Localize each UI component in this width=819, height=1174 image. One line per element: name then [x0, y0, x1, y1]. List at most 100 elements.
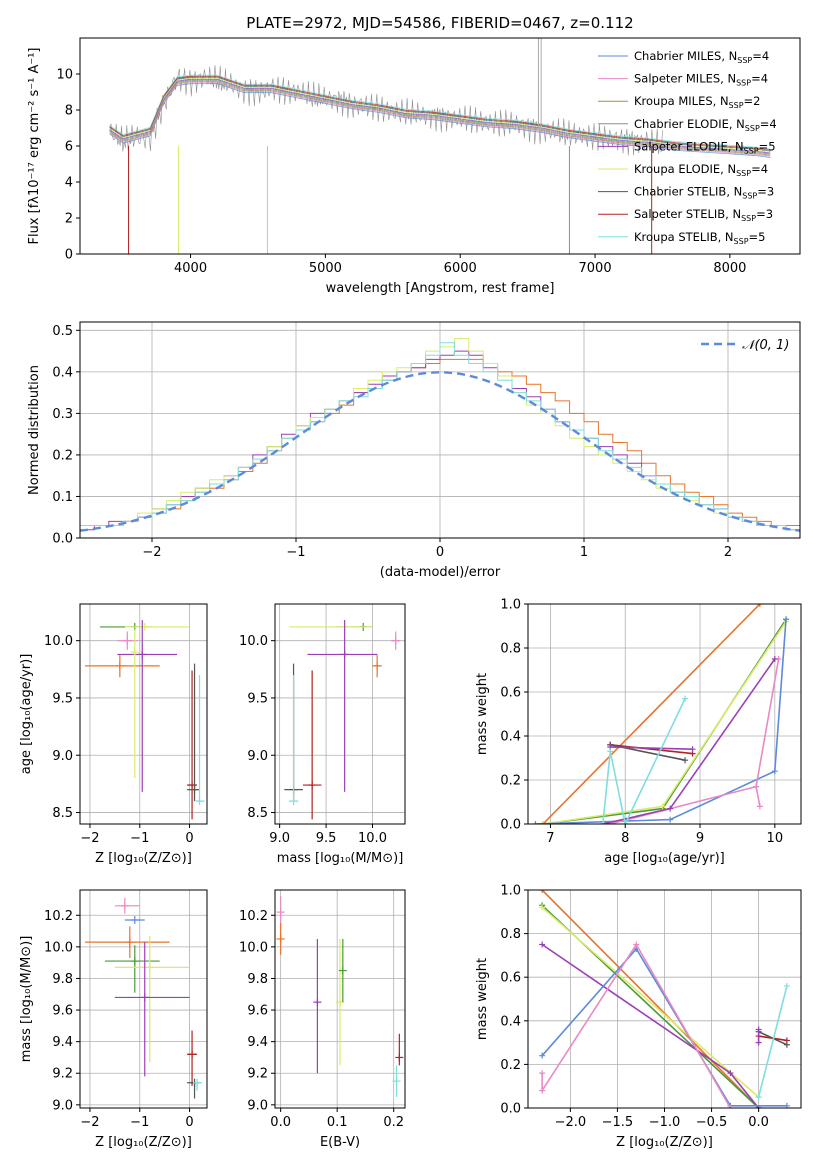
legend-entry: Kroupa MILES, NSSP=2: [634, 94, 760, 110]
weight-marker: [539, 890, 546, 893]
legend-sub: SSP: [737, 56, 752, 65]
y-tick-label: 10.2: [239, 909, 268, 924]
data-point: [114, 942, 190, 1077]
y-tick-label: 10: [56, 68, 73, 83]
legend-entry: 𝒩(0, 1): [742, 338, 789, 353]
data-point: [391, 631, 401, 650]
legend-label: Salpeter ELODIE, N: [634, 139, 744, 153]
x-tick-label: 0.0: [270, 1115, 291, 1130]
y-tick-label: 9.2: [247, 1067, 268, 1082]
weight-line: [755, 786, 761, 807]
spectrum-model: [109, 75, 771, 151]
spectrum-model: [109, 80, 771, 155]
y-axis-label: mass [log₁₀(M/M⊙)]: [19, 936, 34, 1063]
x-axis-label: Z [log₁₀(Z/Z⊙)]: [95, 1135, 192, 1150]
data-point: [104, 945, 160, 993]
plot-area: [109, 38, 771, 254]
histogram-h4: [80, 342, 800, 531]
axes-frame: [79, 889, 208, 1109]
weight-marker: [539, 1052, 546, 1059]
spectrum-model: [109, 74, 771, 150]
legend-label: Salpeter STELIB, N: [634, 207, 741, 221]
y-tick-label: 9.8: [247, 972, 268, 987]
weight-line: [542, 621, 787, 824]
chart-mass-vs-EBV: 0.0 0.1 0.2 9.0 9.2 9.4 9.6 9.8 10.0 10.2 E(B-V): [239, 889, 406, 1150]
plot-area: [532, 604, 790, 824]
x-axis-label: mass [log₁₀(M/M⊙)]: [277, 851, 404, 866]
y-tick-label: 0.0: [500, 1102, 521, 1117]
y-tick-label: 0.6: [500, 971, 521, 986]
y-tick-label: 9.8: [52, 972, 73, 987]
y-axis-label: Normed distribution: [27, 365, 42, 495]
figure-title: PLATE=2972, MJD=54586, FIBERID=0467, z=0…: [246, 14, 633, 32]
weight-marker: [756, 604, 763, 607]
data-point: [276, 896, 285, 928]
y-tick-label: 0.1: [52, 490, 73, 505]
y-tick-label: 0.6: [500, 686, 521, 701]
weight-marker: [755, 1094, 762, 1101]
x-tick-label: −2: [80, 831, 99, 846]
plot-area: [284, 620, 401, 820]
x-tick-label: 4000: [174, 261, 207, 276]
spectrum-model: [109, 77, 771, 153]
y-tick-label: 10.2: [44, 909, 73, 924]
weight-line: [758, 1030, 788, 1046]
legend-entry: Salpeter STELIB, NSSP=3: [634, 207, 773, 223]
weight-marker: [667, 816, 674, 823]
y-tick-label: 6: [65, 140, 73, 155]
weight-marker: [622, 821, 629, 824]
x-axis-label: Z [log₁₀(Z/Z⊙)]: [616, 1135, 713, 1150]
x-tick-label: 8000: [713, 261, 746, 276]
x-tick-label: −0.5: [696, 1115, 728, 1130]
x-tick-label: 0: [185, 831, 193, 846]
legend-entry: Salpeter ELODIE, NSSP=5: [634, 139, 776, 155]
weight-marker: [783, 1041, 790, 1048]
x-tick-label: 0.2: [383, 1115, 404, 1130]
y-tick-label: 8.5: [52, 806, 73, 821]
legend-suffix: =4: [760, 117, 777, 131]
legend-suffix: =3: [756, 207, 773, 221]
spectrum-model: [109, 83, 771, 158]
y-tick-label: 0.3: [52, 407, 73, 422]
legend-suffix: =5: [749, 230, 766, 244]
x-tick-label: −2: [80, 1115, 99, 1130]
weight-marker: [783, 982, 790, 989]
legend-sub: SSP: [736, 169, 751, 178]
weight-line: [610, 658, 780, 824]
data-point: [117, 620, 178, 792]
y-tick-label: 9.0: [52, 1098, 73, 1113]
y-tick-label: 9.4: [52, 1035, 73, 1050]
legend-sub: SSP: [741, 214, 756, 223]
weight-line: [757, 985, 788, 1098]
legend-entry: Chabrier ELODIE, NSSP=4: [634, 117, 777, 133]
y-axis-label: mass weight: [475, 958, 490, 1040]
legend-label: Chabrier MILES, N: [634, 49, 737, 63]
legend-suffix: =4: [751, 162, 768, 176]
data-point: [84, 926, 170, 958]
y-tick-label: 9.4: [247, 1035, 268, 1050]
data-point: [114, 935, 190, 1063]
legend-label: Salpeter MILES, N: [634, 72, 736, 86]
chart-mass-vs-Z: −2 −1 0 9.0 9.2 9.4 9.6 9.8 10.0 10.2 Z [log₁₀(Z/Z…: [19, 889, 208, 1150]
weight-marker: [771, 768, 778, 775]
weight-line: [542, 618, 787, 824]
y-tick-label: 10.0: [239, 634, 268, 649]
chart-spectrum: 4000 5000 6000 7000 8000 0 2 4 6 8 10 wavelength [A…: [27, 37, 801, 296]
x-tick-label: 10: [767, 831, 784, 846]
y-tick-label: 10.0: [44, 634, 73, 649]
x-tick-label: 8: [621, 831, 629, 846]
x-tick-label: −1: [130, 1115, 149, 1130]
axes-frame: [274, 889, 406, 1109]
weight-marker: [727, 1070, 734, 1077]
legend-sub: SSP: [729, 101, 744, 110]
weight-line: [542, 604, 761, 824]
weight-marker: [682, 757, 689, 764]
x-tick-label: 9: [696, 831, 704, 846]
y-axis-label: Flux [fλ10⁻¹⁷ erg cm⁻² s⁻¹ A⁻¹]: [27, 48, 42, 245]
y-tick-label: 0.2: [500, 774, 521, 789]
weight-marker: [633, 941, 640, 948]
x-tick-label: 0.0: [748, 1115, 769, 1130]
legend-entry: Kroupa STELIB, NSSP=5: [634, 230, 765, 246]
x-tick-label: 0.1: [327, 1115, 348, 1130]
